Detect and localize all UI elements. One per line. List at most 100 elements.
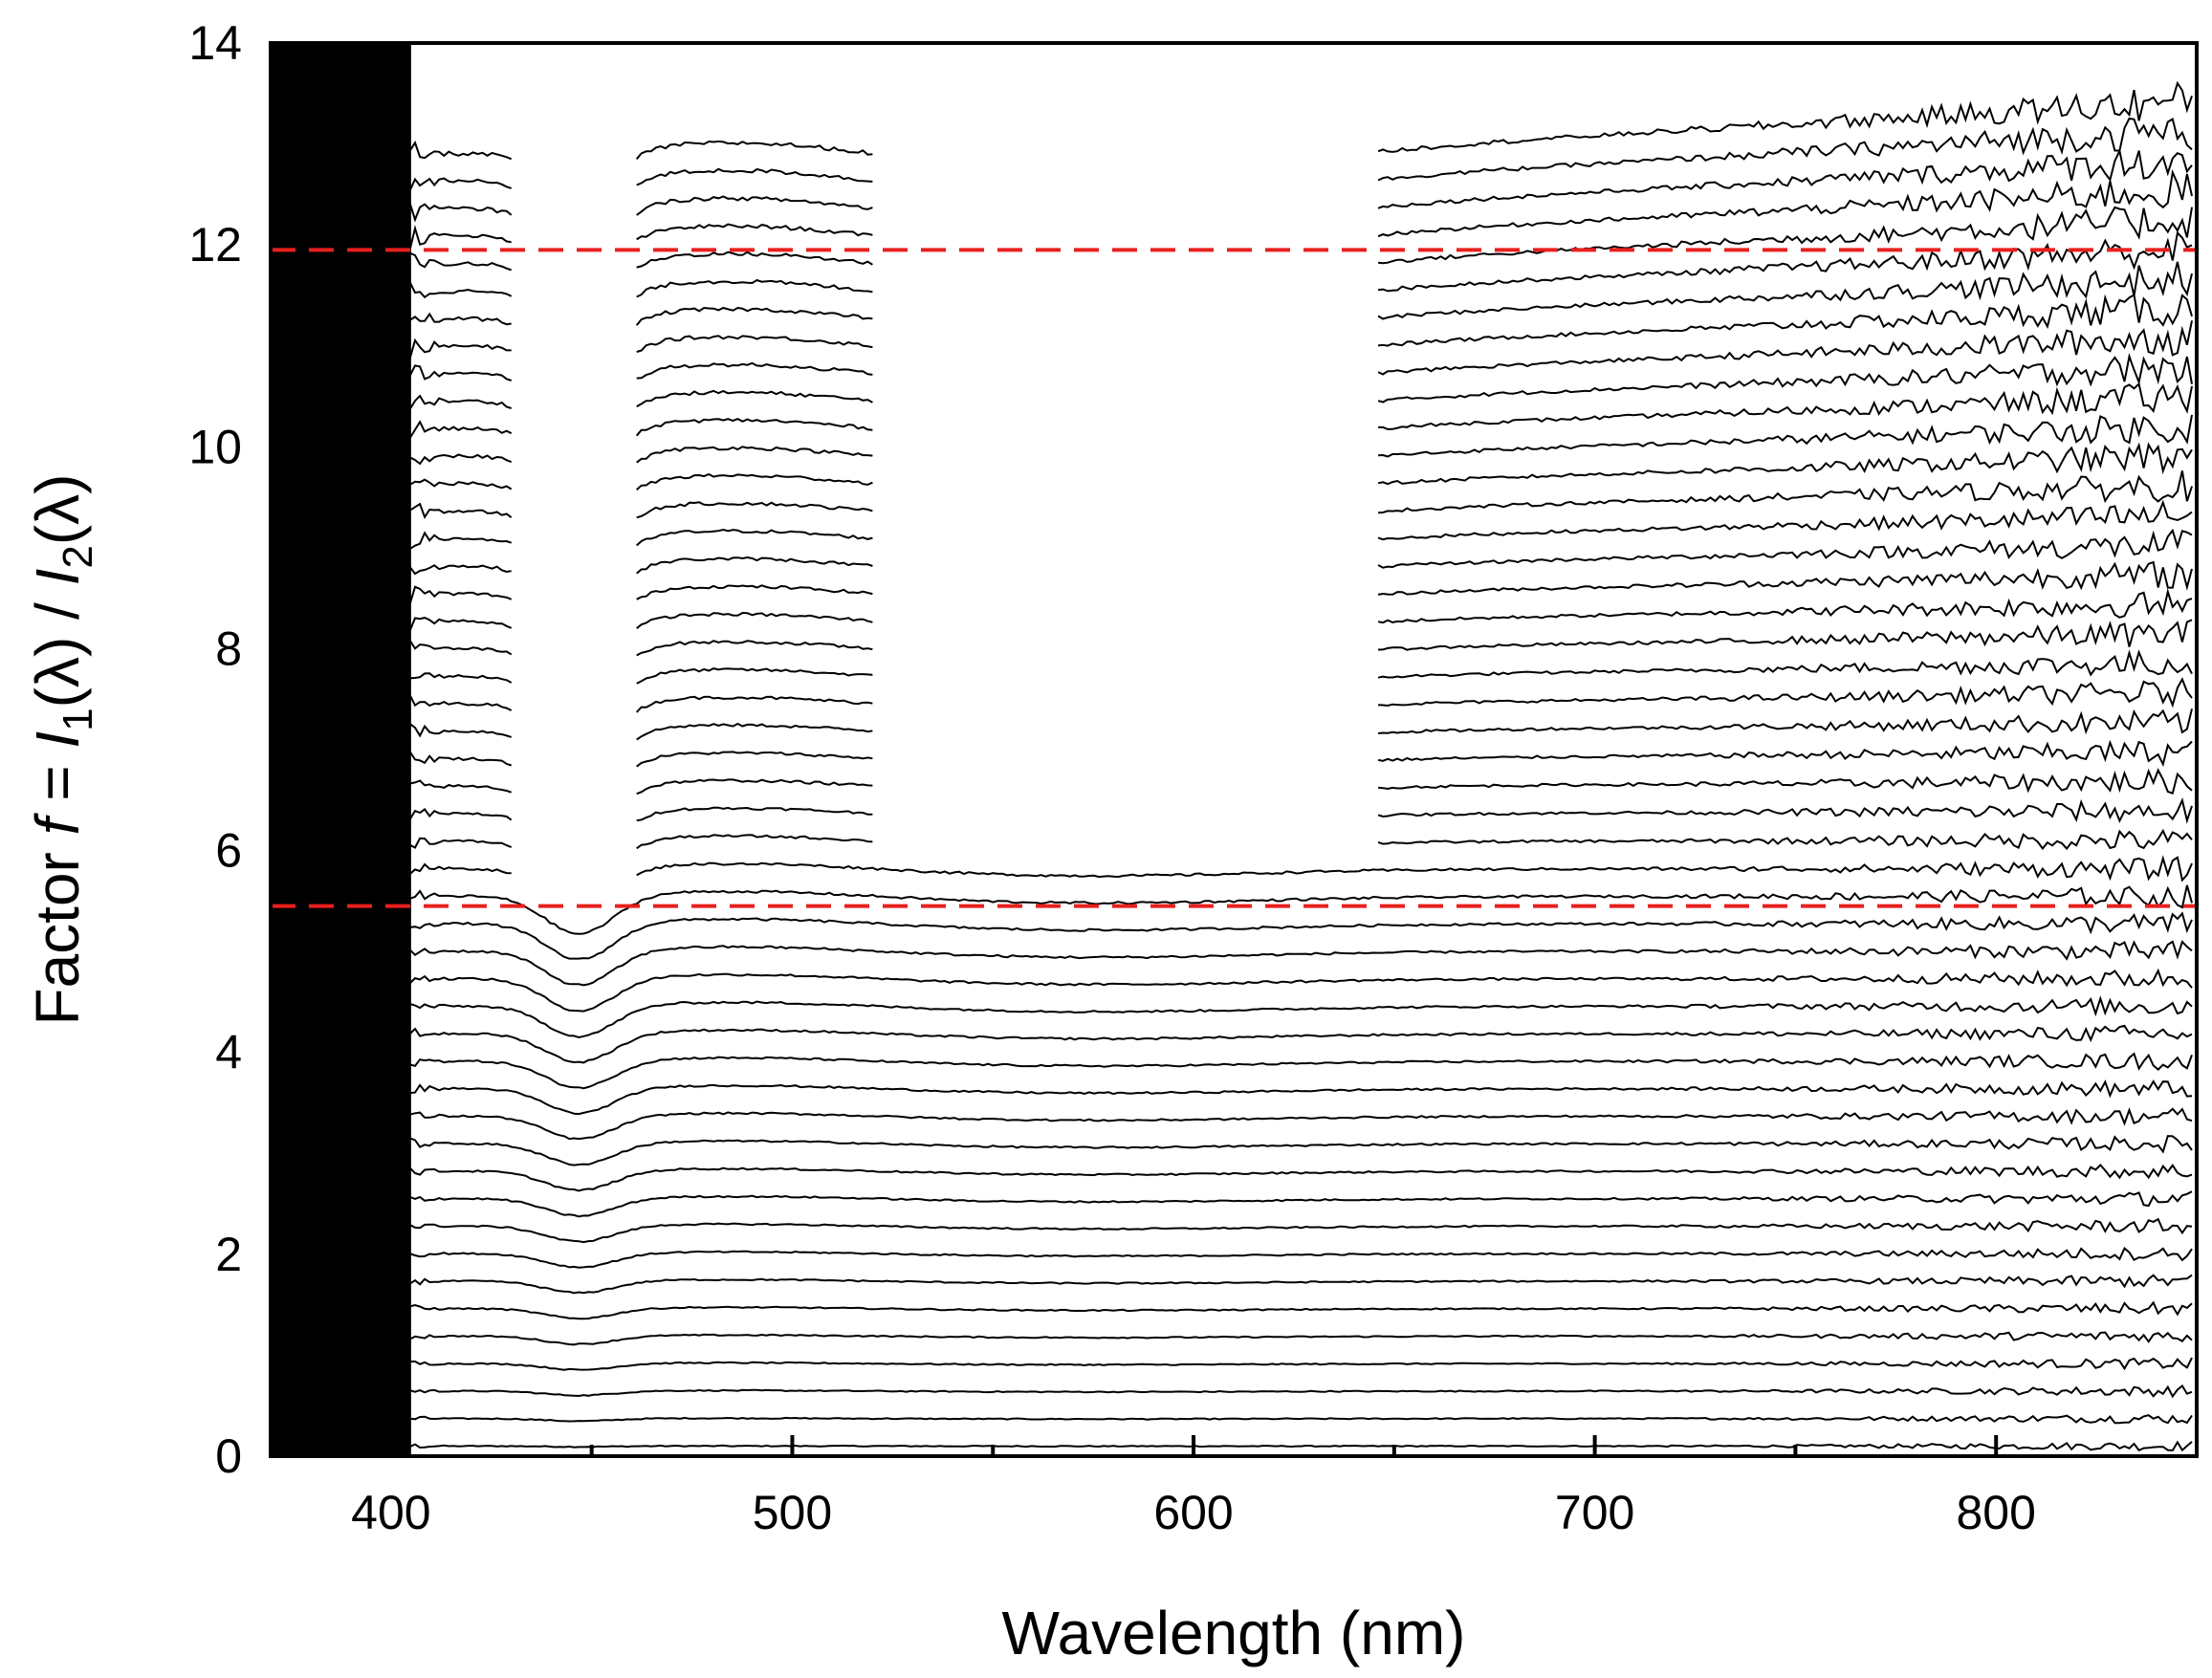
spectral-curve-44-seg-3: [1377, 206, 2193, 265]
spectral-curve-48-seg-3: [1377, 80, 2193, 153]
spectral-curve-11: [271, 1134, 2193, 1198]
x-tick-label-600: 600: [1153, 1486, 1233, 1539]
x-axis-title: Wavelength (nm): [1002, 1599, 1466, 1667]
spectral-curve-46-seg-3: [1377, 147, 2193, 209]
plot-frame: [269, 41, 2199, 1458]
y-tick-label-2: 2: [215, 1228, 242, 1281]
spectral-curve-26-seg-2: [636, 751, 873, 768]
y-axis-title-num-sub: 1: [55, 708, 101, 730]
spectral-curve-38-seg-3: [1378, 381, 2193, 430]
y-tick-label-14: 14: [188, 16, 242, 70]
spectral-curve-28-seg-2: [635, 695, 873, 713]
x-ticks: 400 500 600 700 800: [351, 1435, 2036, 1539]
y-tick-label-0: 0: [215, 1429, 242, 1483]
spectral-curve-21: [271, 856, 2193, 936]
spectral-curve-36-seg-2: [636, 472, 873, 490]
spectral-curve-48-seg-2: [635, 140, 873, 160]
spectral-curve-34-seg-2: [636, 528, 873, 547]
spectral-curve-35-seg-2: [636, 501, 873, 519]
y-axis-title-num: I: [23, 731, 92, 749]
spectral-curve-33-seg-2: [636, 556, 873, 575]
spectral-curve-23-seg-3: [1377, 828, 2193, 851]
spectral-curve-20: [271, 888, 2193, 960]
axes: [269, 41, 2199, 1458]
y-tick-label-12: 12: [188, 218, 242, 272]
spectral-curve-18: [271, 936, 2193, 1017]
spectral-curve-12: [271, 1119, 2193, 1178]
spectral-curve-40-seg-3: [1377, 320, 2193, 376]
x-tick-label-400: 400: [351, 1486, 430, 1539]
spectral-curve-46-seg-2: [636, 195, 873, 216]
spectral-curve-40-seg-2: [636, 361, 873, 380]
x-tick-label-800: 800: [1956, 1486, 2035, 1539]
spectral-curve-41-seg-3: [1378, 293, 2193, 347]
spectral-curve-5: [271, 1316, 2193, 1356]
spectral-curve-22-seg-2: [636, 855, 2193, 883]
y-axis-title-eq: =: [23, 749, 92, 818]
spectral-curve-42-seg-2: [635, 306, 873, 326]
spectral-curve-39-seg-3: [1377, 352, 2193, 403]
spectral-curve-7: [271, 1253, 2193, 1301]
y-axis-title-num-arg: (λ) /: [23, 585, 92, 708]
y-ticks: 0 2 4 6 8 10 12 14: [188, 16, 288, 1483]
spectral-curve-31-seg-3: [1377, 588, 2193, 624]
spectral-curve-42-seg-3: [1377, 261, 2193, 320]
x-tick-label-700: 700: [1555, 1486, 1634, 1539]
spectral-curve-16: [271, 993, 2193, 1080]
spectral-curve-30-seg-3: [1378, 619, 2193, 651]
spectral-curve-37-seg-3: [1378, 414, 2193, 458]
spectral-curve-4: [271, 1340, 2193, 1389]
spectral-curve-14: [271, 1058, 2193, 1124]
spectral-curve-24-seg-3: [1377, 797, 2193, 824]
spectral-curve-45-seg-3: [1377, 168, 2193, 238]
spectral-curve-41-seg-2: [636, 335, 873, 353]
y-axis-title-den: I: [23, 568, 92, 585]
spectral-curve-1: [271, 1420, 2193, 1456]
spectral-curve-47-seg-2: [636, 167, 873, 186]
y-tick-label-6: 6: [215, 824, 242, 878]
spectral-curve-27-seg-2: [636, 722, 873, 741]
spectral-curve-34-seg-3: [1377, 499, 2193, 541]
spectral-curve-15: [271, 1015, 2193, 1090]
y-tick-label-4: 4: [215, 1026, 242, 1079]
spectral-curve-25-seg-3: [1378, 768, 2193, 795]
spectral-curve-24-seg-2: [636, 806, 873, 822]
spectral-curve-47-seg-3: [1377, 117, 2193, 182]
spectral-curve-6: [271, 1285, 2193, 1337]
spectral-curve-9: [271, 1193, 2193, 1261]
x-tick-label-500: 500: [753, 1486, 832, 1539]
spectral-curve-31-seg-2: [636, 611, 873, 629]
spectral-curve-25-seg-2: [636, 778, 873, 795]
spectral-curve-35-seg-3: [1378, 470, 2193, 514]
spectral-curve-28-seg-3: [1378, 677, 2193, 708]
spectral-curve-39-seg-2: [636, 389, 873, 408]
spectral-curve-32-seg-3: [1377, 560, 2193, 596]
spectral-curve-26-seg-3: [1377, 739, 2193, 768]
spectral-curve-29-seg-2: [636, 667, 873, 685]
spectral-curve-44-seg-2: [636, 251, 873, 269]
y-axis-title: Factor f = I1(λ) / I2(λ): [23, 474, 101, 1026]
spectral-curve-8: [271, 1233, 2193, 1276]
spectral-curve-45-seg-2: [636, 223, 873, 241]
y-axis-title-den-sub: 2: [55, 545, 101, 568]
y-tick-label-10: 10: [188, 420, 242, 473]
spectral-curve-10: [271, 1160, 2193, 1228]
spectral-curve-33-seg-3: [1377, 528, 2193, 569]
reference-lines: [271, 248, 2197, 908]
spectral-curve-32-seg-2: [636, 584, 873, 600]
spectral-curve-43-seg-3: [1377, 230, 2193, 293]
spectral-curve-43-seg-2: [636, 278, 873, 298]
spectral-curve-23-seg-2: [636, 834, 873, 850]
saturated-noise-region: [271, 43, 411, 1456]
spectral-curve-30-seg-2: [636, 640, 873, 657]
spectral-curve-19: [271, 912, 2193, 998]
spectral-curve-38-seg-2: [635, 417, 873, 437]
spectral-curve-27-seg-3: [1378, 708, 2193, 735]
spectral-curve-2: [271, 1396, 2193, 1443]
y-axis-title-den-arg: (λ): [23, 474, 92, 546]
spectral-curve-36-seg-3: [1377, 442, 2193, 486]
spectral-curve-3: [271, 1366, 2193, 1417]
y-tick-label-8: 8: [215, 621, 242, 675]
spectral-curves: [271, 43, 2193, 1456]
